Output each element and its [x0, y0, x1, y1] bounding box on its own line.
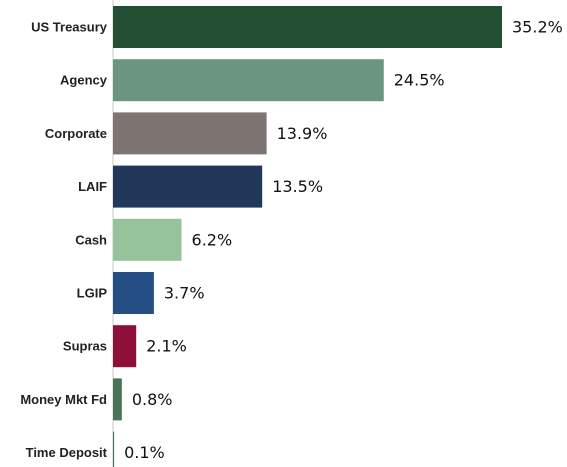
category-label-us-treasury: US Treasury — [31, 20, 108, 35]
value-labels-group: 35.2% 24.5% 13.9% 13.5% 6.2% 3.7% 2.1% 0.8% 0.1% — [124, 18, 563, 463]
value-label-lgip: 3.7% — [164, 284, 205, 303]
category-label-laif: LAIF — [78, 179, 107, 194]
bar-agency — [113, 59, 384, 102]
value-label-time-deposit: 0.1% — [124, 443, 165, 462]
value-label-corporate: 13.9% — [277, 124, 328, 143]
bar-supras — [113, 325, 137, 368]
value-label-cash: 6.2% — [192, 230, 233, 249]
category-label-cash: Cash — [75, 232, 107, 247]
bar-us-treasury — [113, 6, 502, 48]
bar-time-deposit — [113, 431, 115, 467]
bar-laif — [113, 165, 263, 208]
value-label-laif: 13.5% — [272, 177, 323, 196]
category-label-corporate: Corporate — [45, 126, 107, 141]
bar-corporate — [113, 112, 267, 155]
value-label-agency: 24.5% — [394, 71, 445, 90]
value-label-supras: 2.1% — [146, 337, 187, 356]
category-labels-group: US Treasury Agency Corporate LAIF Cash LGIP Su… — [20, 20, 107, 461]
category-label-time-deposit: Time Deposit — [26, 445, 108, 460]
bars-group — [113, 6, 502, 467]
category-label-money-mkt-fd: Money Mkt Fd — [20, 392, 107, 407]
bar-money-mkt-fd — [113, 378, 122, 421]
value-label-money-mkt-fd: 0.8% — [132, 390, 173, 409]
bar-lgip — [113, 272, 154, 314]
category-label-supras: Supras — [63, 339, 107, 354]
category-label-agency: Agency — [60, 73, 108, 88]
category-label-lgip: LGIP — [77, 286, 108, 301]
bar-cash — [113, 218, 182, 261]
value-label-us-treasury: 35.2% — [512, 18, 563, 37]
